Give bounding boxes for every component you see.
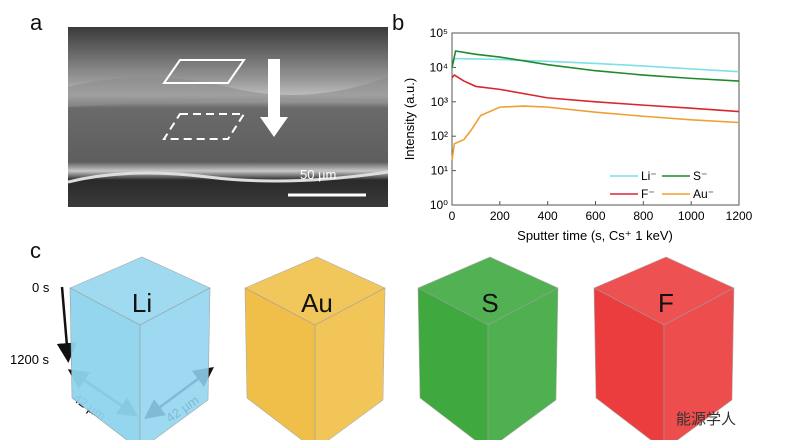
x-tick-label: 1200 (726, 209, 753, 223)
time-end-label: 1200 s (10, 352, 50, 367)
series-line-2 (451, 73, 740, 113)
x-tick-label: 600 (585, 209, 605, 223)
y-tick-label: 10⁰ (430, 198, 448, 212)
cube-label: F (658, 288, 674, 318)
cube-label: Au (301, 288, 333, 318)
cube-label: S (481, 288, 498, 318)
y-tick-label: 10⁴ (429, 60, 448, 74)
legend-label: F⁻ (641, 187, 655, 201)
y-tick-label: 10³ (431, 95, 448, 109)
legend-label: S⁻ (693, 169, 707, 183)
cube-label: Li (132, 288, 152, 318)
cube-s: S (417, 256, 559, 440)
panel-label-a: a (30, 10, 43, 35)
series-line-3 (451, 105, 740, 161)
panel-label-b: b (392, 10, 405, 35)
cube-f: F (593, 256, 735, 440)
x-tick-label: 1000 (678, 209, 705, 223)
x-tick-label: 800 (633, 209, 653, 223)
x-tick-label: 0 (449, 209, 456, 223)
y-axis-label: Intensity (a.u.) (402, 78, 417, 160)
cube-au: Au (244, 256, 386, 440)
cube-li: Li (69, 256, 211, 440)
y-tick-label: 10² (431, 129, 448, 143)
series-line-1 (451, 50, 740, 82)
x-tick-label: 200 (490, 209, 510, 223)
x-axis-label: Sputter time (s, Cs⁺ 1 keV) (517, 228, 673, 243)
watermark: 能源学人 (676, 411, 737, 428)
x-tick-label: 400 (538, 209, 558, 223)
sem-image: 50 µm (67, 27, 389, 207)
intensity-chart: 0 200 400 600 800 1000 120010⁰10¹10²10³10⁴10⁵ … (402, 26, 753, 243)
panel-label-c: c (30, 238, 41, 263)
time-arrow (56, 286, 77, 363)
y-tick-label: 10⁵ (430, 26, 448, 40)
series-line-0 (451, 57, 740, 73)
time-start-label: 0 s (32, 280, 50, 295)
y-tick-label: 10¹ (431, 164, 448, 178)
legend-label: Au⁻ (693, 187, 714, 201)
scale-bar-label: 50 µm (300, 167, 337, 182)
legend-label: Li⁻ (641, 169, 657, 183)
